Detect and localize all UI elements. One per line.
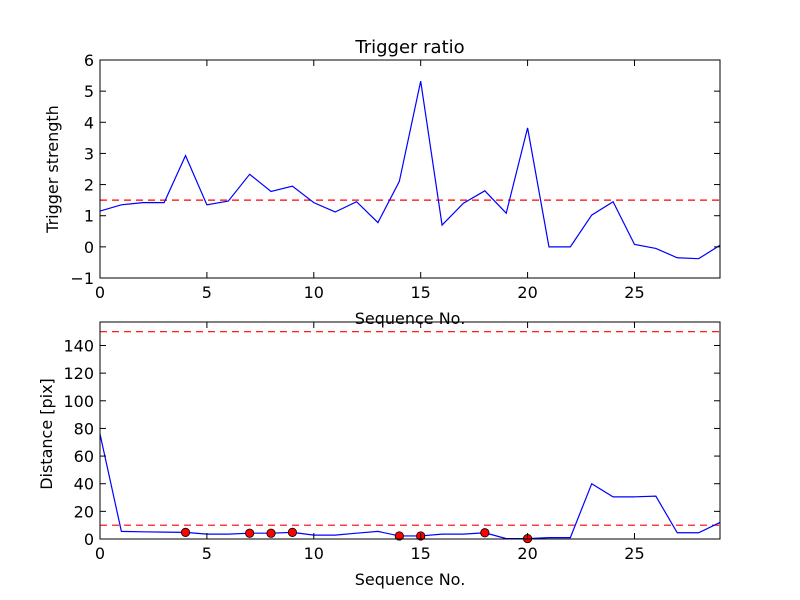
y-tick-label: 3 xyxy=(84,144,94,163)
y-tick-label: −1 xyxy=(70,269,94,288)
x-tick-label: 10 xyxy=(304,544,324,563)
x-tick-label: 25 xyxy=(624,544,644,563)
y-tick-label: 5 xyxy=(84,82,94,101)
y-tick-label: 80 xyxy=(74,419,94,438)
x-tick-label: 5 xyxy=(202,283,212,302)
y-tick-label: 100 xyxy=(63,392,94,411)
x-tick-label: 5 xyxy=(202,544,212,563)
y-axis-label: Trigger strength xyxy=(43,105,62,234)
y-tick-label: 60 xyxy=(74,447,94,466)
data-point-marker xyxy=(266,528,276,538)
x-axis-label: Sequence No. xyxy=(355,570,466,589)
x-axis-label: Sequence No. xyxy=(355,309,466,328)
y-tick-label: 6 xyxy=(84,51,94,70)
chart-title: Trigger ratio xyxy=(354,37,464,58)
y-tick-label: 1 xyxy=(84,207,94,226)
x-tick-label: 15 xyxy=(411,283,431,302)
y-tick-label: 2 xyxy=(84,176,94,195)
y-tick-label: 0 xyxy=(84,238,94,257)
data-point-marker xyxy=(287,527,298,537)
x-tick-label: 20 xyxy=(517,544,537,563)
x-tick-label: 10 xyxy=(304,283,324,302)
x-tick-label: 0 xyxy=(95,283,105,302)
trigger-ratio-subplot: Trigger ratio Sequence No. Trigger stren… xyxy=(43,37,721,328)
x-tick-label: 25 xyxy=(624,283,644,302)
y-tick-label: 140 xyxy=(63,336,94,355)
plot-area: 0 5 10 15 20 25 0 20 40 60 80 100 120 140 xyxy=(63,321,721,563)
axes-frame xyxy=(99,321,721,540)
data-point-marker xyxy=(480,528,490,538)
x-tick-label: 0 xyxy=(95,544,105,563)
y-tick-label: 4 xyxy=(84,113,94,132)
y-tick-label: 120 xyxy=(63,364,94,383)
series-line xyxy=(99,81,721,260)
data-point-marker xyxy=(245,528,255,538)
y-tick-label: 40 xyxy=(74,475,94,494)
x-tick-label: 15 xyxy=(411,544,431,563)
y-axis-label: Distance [pix] xyxy=(37,378,56,490)
data-point-marker xyxy=(394,531,404,541)
x-tick-label: 20 xyxy=(517,283,537,302)
series-line xyxy=(99,433,721,540)
y-tick-label: 20 xyxy=(74,502,94,521)
data-point-marker xyxy=(180,527,191,537)
axes-frame xyxy=(99,59,721,279)
distance-subplot: Sequence No. Distance [pix] 0 5 10 15 20 25 0 2… xyxy=(37,321,721,589)
y-tick-label: 0 xyxy=(84,530,94,549)
